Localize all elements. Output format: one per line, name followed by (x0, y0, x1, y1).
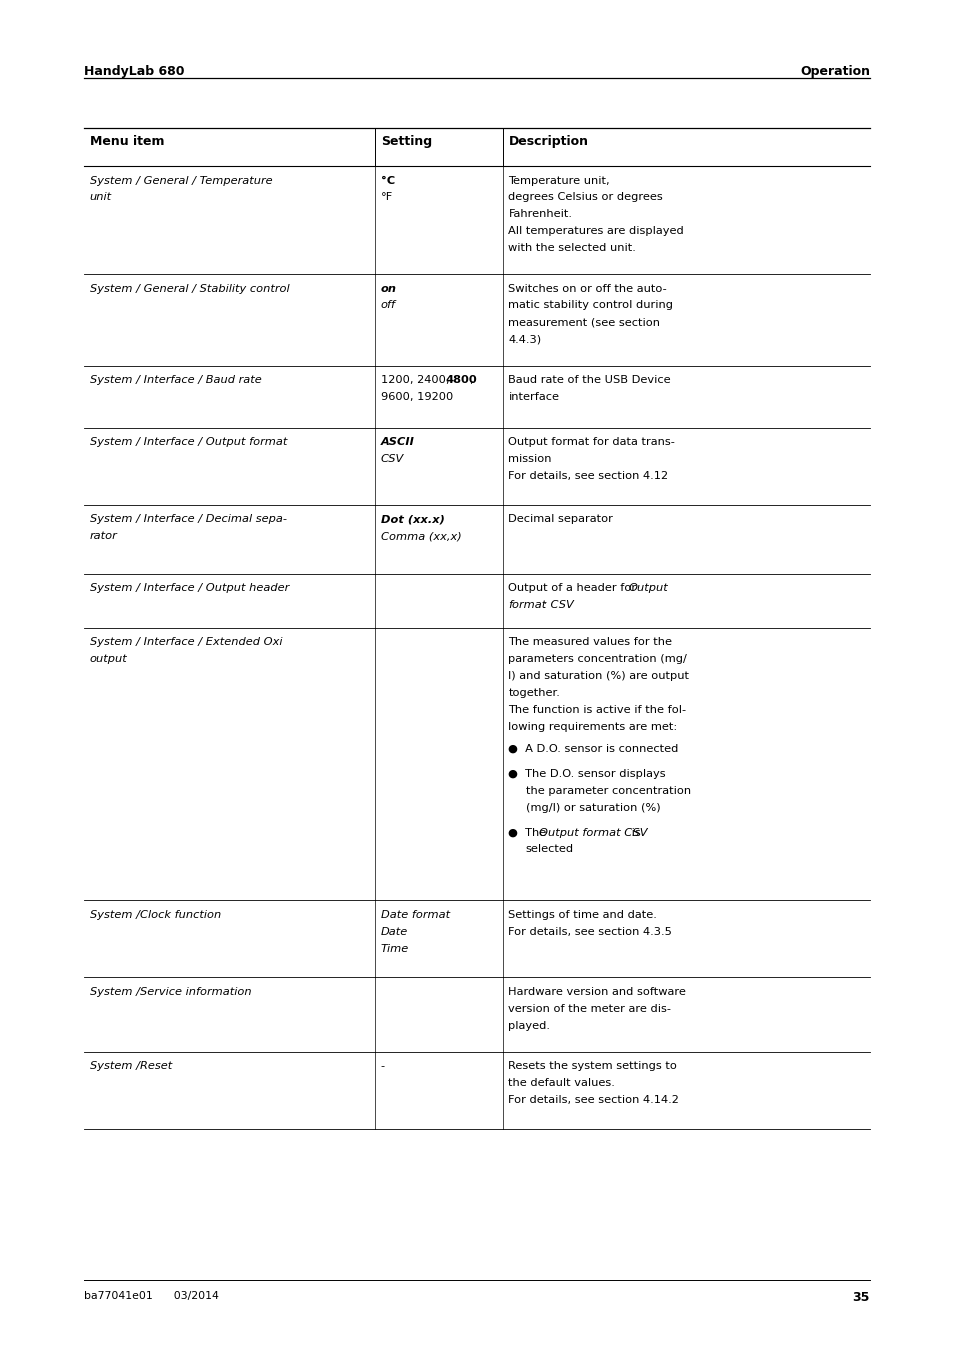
Text: System / Interface / Extended Oxi: System / Interface / Extended Oxi (90, 637, 282, 647)
Text: Hardware version and software: Hardware version and software (508, 987, 685, 996)
Text: System / Interface / Decimal sepa-: System / Interface / Decimal sepa- (90, 514, 286, 524)
Text: Dot (xx.x): Dot (xx.x) (380, 514, 444, 524)
Text: -: - (380, 1061, 384, 1071)
Text: (mg/l) or saturation (%): (mg/l) or saturation (%) (525, 803, 659, 813)
Text: Fahrenheit.: Fahrenheit. (508, 209, 572, 219)
Text: °C: °C (380, 176, 395, 185)
Text: System / General / Stability control: System / General / Stability control (90, 284, 289, 293)
Text: Operation: Operation (800, 65, 869, 78)
Text: interface: interface (508, 392, 558, 402)
Text: The function is active if the fol-: The function is active if the fol- (508, 705, 686, 714)
Text: ASCII: ASCII (380, 437, 415, 447)
Text: 4.4.3): 4.4.3) (508, 333, 541, 344)
Text: Date: Date (380, 927, 408, 937)
Text: HandyLab 680: HandyLab 680 (84, 65, 184, 78)
Text: Switches on or off the auto-: Switches on or off the auto- (508, 284, 666, 293)
Text: System /Service information: System /Service information (90, 987, 251, 996)
Text: Setting: Setting (380, 135, 432, 148)
Text: For details, see section 4.3.5: For details, see section 4.3.5 (508, 927, 672, 937)
Text: 9600, 19200: 9600, 19200 (380, 392, 453, 402)
Text: unit: unit (90, 193, 112, 202)
Text: CSV: CSV (380, 454, 403, 464)
Text: Output format for data trans-: Output format for data trans- (508, 437, 675, 447)
Text: l) and saturation (%) are output: l) and saturation (%) are output (508, 671, 689, 680)
Text: ●  A D.O. sensor is connected: ● A D.O. sensor is connected (508, 744, 679, 753)
Text: Resets the system settings to: Resets the system settings to (508, 1061, 677, 1071)
Text: Output: Output (628, 583, 668, 593)
Text: on: on (380, 284, 396, 293)
Text: selected: selected (525, 845, 573, 855)
Text: Baud rate of the USB Device: Baud rate of the USB Device (508, 375, 670, 385)
Text: System /Clock function: System /Clock function (90, 910, 221, 919)
Text: Settings of time and date.: Settings of time and date. (508, 910, 657, 919)
Text: output: output (90, 655, 128, 664)
Text: Decimal separator: Decimal separator (508, 514, 613, 524)
Text: matic stability control during: matic stability control during (508, 301, 673, 310)
Text: Comma (xx,x): Comma (xx,x) (380, 531, 461, 541)
Text: System / General / Temperature: System / General / Temperature (90, 176, 272, 185)
Text: degrees Celsius or degrees: degrees Celsius or degrees (508, 193, 662, 202)
Text: together.: together. (508, 688, 559, 698)
Text: System / Interface / Baud rate: System / Interface / Baud rate (90, 375, 261, 385)
Text: 4800: 4800 (445, 375, 476, 385)
Text: All temperatures are displayed: All temperatures are displayed (508, 227, 683, 236)
Text: For details, see section 4.12: For details, see section 4.12 (508, 471, 668, 481)
Text: with the selected unit.: with the selected unit. (508, 243, 636, 252)
Text: measurement (see section: measurement (see section (508, 317, 659, 327)
Text: mission: mission (508, 454, 552, 464)
Text: : CSV: : CSV (542, 599, 573, 610)
Text: Output format CSV: Output format CSV (538, 828, 647, 837)
Text: ba77041e01      03/2014: ba77041e01 03/2014 (84, 1291, 218, 1300)
Text: Menu item: Menu item (90, 135, 164, 148)
Text: Time: Time (380, 944, 409, 953)
Text: Temperature unit,: Temperature unit, (508, 176, 610, 185)
Text: System / Interface / Output format: System / Interface / Output format (90, 437, 287, 447)
Text: ,: , (469, 375, 473, 385)
Text: 35: 35 (852, 1291, 869, 1304)
Text: °F: °F (380, 193, 393, 202)
Text: The measured values for the: The measured values for the (508, 637, 672, 647)
Text: format: format (508, 599, 546, 610)
Text: rator: rator (90, 531, 117, 541)
Text: is: is (627, 828, 639, 837)
Text: ●  The D.O. sensor displays: ● The D.O. sensor displays (508, 769, 665, 779)
Text: System /Reset: System /Reset (90, 1061, 172, 1071)
Text: off: off (380, 301, 395, 310)
Text: Date format: Date format (380, 910, 449, 919)
Text: played.: played. (508, 1021, 550, 1030)
Text: version of the meter are dis-: version of the meter are dis- (508, 1004, 671, 1014)
Text: lowing requirements are met:: lowing requirements are met: (508, 722, 677, 732)
Text: 1200, 2400,: 1200, 2400, (380, 375, 453, 385)
Text: ●  The: ● The (508, 828, 550, 837)
Text: Output of a header for: Output of a header for (508, 583, 639, 593)
Text: the default values.: the default values. (508, 1079, 615, 1088)
Text: Description: Description (508, 135, 588, 148)
Text: parameters concentration (mg/: parameters concentration (mg/ (508, 655, 686, 664)
Text: the parameter concentration: the parameter concentration (525, 786, 690, 795)
Text: For details, see section 4.14.2: For details, see section 4.14.2 (508, 1095, 679, 1104)
Text: System / Interface / Output header: System / Interface / Output header (90, 583, 289, 593)
